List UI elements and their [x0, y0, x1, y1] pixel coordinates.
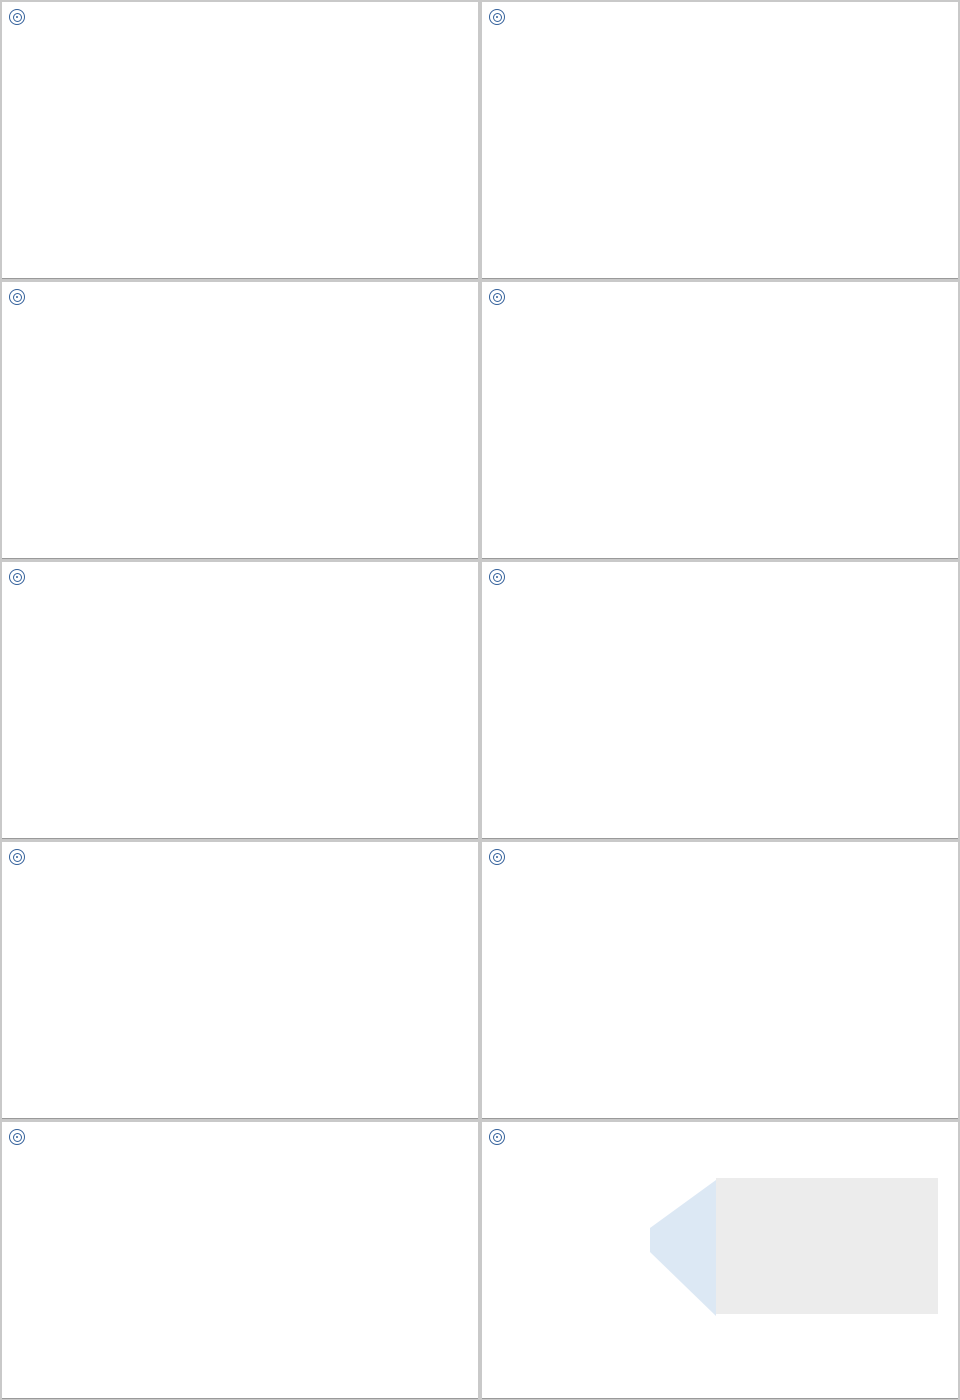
relationship-diagram: [534, 46, 946, 252]
slide-29-pie-charts[interactable]: [482, 842, 958, 1118]
slide-22-meet-the-team[interactable]: [2, 2, 478, 278]
slide-26-data-comparison-bar[interactable]: [2, 562, 478, 838]
school-logo-icon: [489, 289, 505, 305]
slide-30-donut-charts[interactable]: [2, 1122, 478, 1398]
slide-23-manage-relationships[interactable]: [482, 2, 958, 278]
slide-28-horizontal-bars[interactable]: [2, 842, 478, 1118]
slide-27-histogram[interactable]: [482, 562, 958, 838]
school-logo-icon: [9, 569, 25, 585]
school-logo-icon: [9, 289, 25, 305]
pie-charts-row: [536, 900, 948, 1110]
slide-31-donut-and-bars[interactable]: [482, 1122, 958, 1398]
slide-25-data-comparison-charts[interactable]: [482, 282, 958, 558]
school-logo-icon: [9, 1129, 25, 1145]
school-logo-icon: [9, 9, 25, 25]
school-logo-icon: [489, 569, 505, 585]
bar-panel: [716, 1178, 938, 1314]
school-logo-icon: [489, 9, 505, 25]
funnel-shape: [650, 1180, 716, 1316]
school-logo-icon: [9, 849, 25, 865]
school-logo-icon: [489, 1129, 505, 1145]
slide-24-data-comparison-cards[interactable]: [2, 282, 478, 558]
conclusion-text: [572, 1374, 950, 1378]
school-logo-icon: [489, 849, 505, 865]
